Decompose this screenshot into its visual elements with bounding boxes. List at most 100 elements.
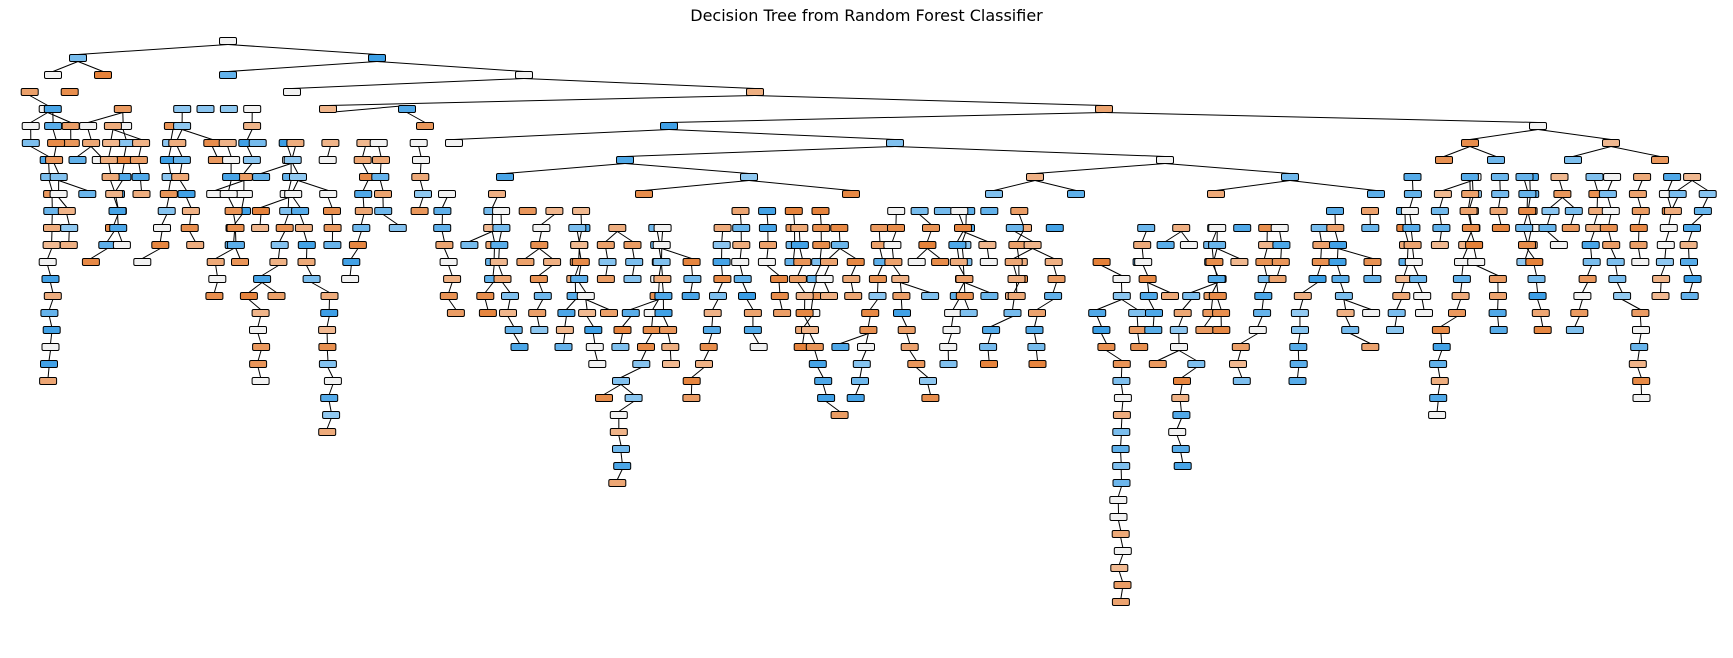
tree-edge xyxy=(498,248,500,259)
tree-node xyxy=(226,224,245,232)
tree-edge xyxy=(1439,214,1442,225)
tree-node xyxy=(1271,258,1290,266)
tree-node xyxy=(222,156,241,164)
tree-edge xyxy=(227,61,378,72)
tree-edge xyxy=(1319,231,1322,242)
tree-node xyxy=(168,139,187,147)
tree-node xyxy=(1403,173,1422,181)
tree-edge xyxy=(878,231,881,242)
tree-edge xyxy=(746,299,754,310)
tree-node xyxy=(1168,428,1187,436)
tree-edge xyxy=(327,95,756,106)
tree-node xyxy=(323,224,342,232)
tree-node xyxy=(773,309,792,317)
tree-node xyxy=(239,292,258,300)
tree-node xyxy=(249,360,268,368)
tree-edge xyxy=(797,282,806,293)
tree-edge xyxy=(541,214,555,225)
tree-node xyxy=(226,241,245,249)
tree-node xyxy=(44,71,62,79)
tree-node xyxy=(1289,360,1308,368)
tree-node xyxy=(1578,275,1597,283)
tree-node xyxy=(1312,241,1331,249)
tree-edge xyxy=(292,180,299,191)
tree-node xyxy=(249,326,267,334)
tree-edge xyxy=(766,265,780,276)
tree-edge xyxy=(618,401,634,412)
tree-edge xyxy=(189,214,192,225)
tree-edge xyxy=(1540,316,1544,327)
tree-edge xyxy=(958,265,965,276)
tree-node xyxy=(861,309,880,317)
tree-edge xyxy=(47,112,71,123)
tree-edge xyxy=(1498,197,1501,208)
tree-edge xyxy=(605,265,609,276)
tree-node xyxy=(1109,513,1128,521)
tree-node xyxy=(1310,224,1329,232)
tree-edge xyxy=(1299,299,1304,310)
tree-edge xyxy=(261,265,279,276)
tree-edge xyxy=(809,333,816,344)
tree-edge xyxy=(228,180,232,191)
tree-edge xyxy=(798,231,801,242)
tree-edge xyxy=(1334,231,1339,242)
tree-node xyxy=(608,224,627,232)
tree-edge xyxy=(498,231,502,242)
tree-node xyxy=(1047,275,1066,283)
tree-node xyxy=(117,139,136,147)
tree-node xyxy=(910,207,929,215)
tree-node xyxy=(1025,326,1044,334)
tree-node xyxy=(612,445,630,453)
tree-node xyxy=(353,156,372,164)
tree-edge xyxy=(1593,214,1598,225)
tree-edge xyxy=(1473,248,1477,259)
tree-edge xyxy=(987,350,990,361)
tree-node xyxy=(1112,462,1131,470)
tree-node xyxy=(1109,496,1128,504)
tree-edge xyxy=(958,214,964,225)
tree-node xyxy=(1111,530,1130,538)
tree-edge xyxy=(1180,231,1190,242)
tree-node xyxy=(1487,156,1505,164)
tree-edge xyxy=(448,265,453,276)
tree-node xyxy=(1092,326,1111,334)
tree-node xyxy=(1290,309,1309,317)
tree-edge xyxy=(362,180,369,191)
tree-node xyxy=(596,241,615,249)
tree-node xyxy=(319,105,337,113)
tree-edge xyxy=(814,350,819,361)
tree-node xyxy=(613,326,632,334)
tree-node xyxy=(445,139,463,147)
tree-node xyxy=(703,309,722,317)
tree-edge xyxy=(1141,231,1147,242)
tree-edge xyxy=(1263,248,1268,259)
tree-edge xyxy=(739,265,744,276)
tree-edge xyxy=(140,180,142,191)
tree-edge xyxy=(77,61,104,72)
tree-node xyxy=(157,207,176,215)
tree-node xyxy=(1561,224,1580,232)
tree-node xyxy=(979,258,998,266)
tree-node xyxy=(598,258,617,266)
tree-edge xyxy=(1343,299,1372,310)
tree-node xyxy=(49,173,68,181)
tree-edge xyxy=(1121,401,1124,412)
tree-node xyxy=(732,224,751,232)
tree-edge xyxy=(1142,265,1149,276)
tree-node xyxy=(1128,309,1147,317)
tree-edge xyxy=(752,333,760,344)
tree-edge xyxy=(1608,214,1612,225)
tree-node xyxy=(82,139,101,147)
tree-node xyxy=(1004,258,1023,266)
tree-node xyxy=(528,309,547,317)
tree-edge xyxy=(797,265,803,276)
tree-edge xyxy=(1018,214,1024,225)
tree-edge xyxy=(1621,299,1641,310)
tree-edge xyxy=(1638,214,1642,225)
tree-node xyxy=(1233,224,1252,232)
tree-node xyxy=(709,292,727,300)
tree-node xyxy=(613,462,632,470)
tree-node xyxy=(851,377,869,385)
tree-edge xyxy=(1469,214,1472,225)
tree-edge xyxy=(292,146,296,157)
